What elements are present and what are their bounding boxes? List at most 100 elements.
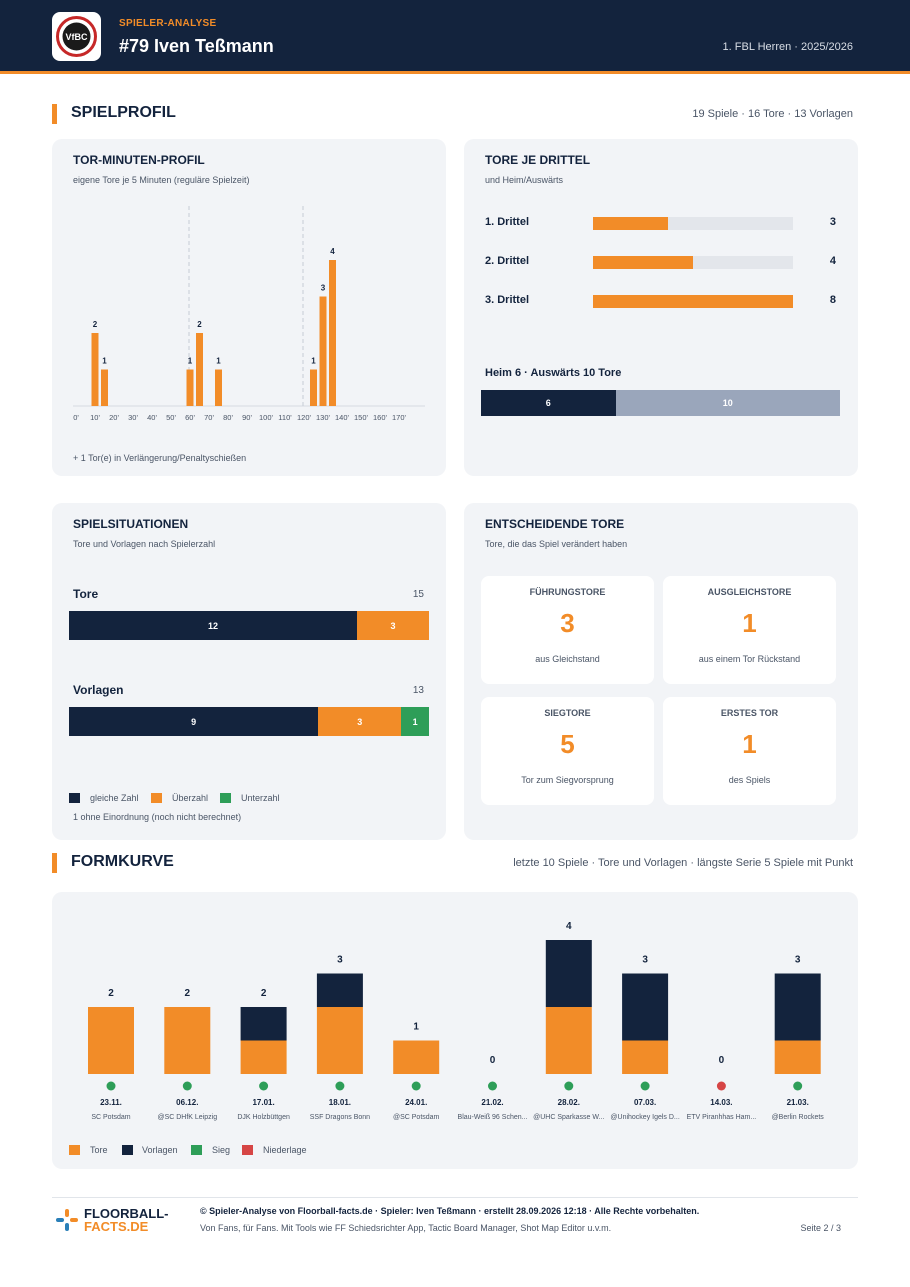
- match-opponent: Blau-Weiß 96 Schen...: [458, 1114, 528, 1121]
- minute-bar: [91, 333, 99, 406]
- period-bar-fill: [593, 217, 668, 230]
- home-away-label: Heim 6 · Auswärts 10 Tore: [485, 367, 622, 379]
- match-opponent: @UHC Sparkasse W...: [533, 1114, 604, 1121]
- result-dot-sieg: [106, 1081, 116, 1091]
- form-bar-vorlagen: [622, 973, 669, 1041]
- period-label: 3. Drittel: [485, 294, 530, 306]
- card-title: TORE JE DRITTEL: [485, 153, 591, 167]
- period-bar-track: [593, 295, 793, 308]
- match-date: 18.01.: [329, 1098, 351, 1107]
- minute-bar-label: 2: [93, 320, 98, 329]
- form-bar-total: 0: [490, 1055, 496, 1066]
- period-bar-track: [593, 217, 793, 230]
- result-dot-sieg: [182, 1081, 192, 1091]
- situation-label: Vorlagen: [73, 683, 124, 697]
- legend-label-unter: Unterzahl: [241, 793, 280, 803]
- tick-label: 160': [373, 413, 388, 422]
- form-bar-total: 3: [642, 955, 648, 966]
- segment-gleiche-zahl: 9: [69, 707, 319, 736]
- section-title-spielprofil: SPIELPROFIL: [71, 104, 176, 121]
- match-date: 07.03.: [634, 1098, 656, 1107]
- tick-label: 20': [109, 413, 119, 422]
- stat-label: ERSTES TOR: [720, 708, 779, 718]
- footer-page-number: Seite 2 / 3: [800, 1223, 841, 1233]
- form-bar-total: 0: [719, 1055, 725, 1066]
- result-dot-sieg: [335, 1081, 345, 1091]
- stat-label: AUSGLEICHSTORE: [707, 587, 792, 597]
- legend-label-gleich: gleiche Zahl: [90, 793, 139, 803]
- card-spielsituationen: SPIELSITUATIONEN Tore und Vorlagen nach …: [52, 503, 446, 840]
- footer-brand[interactable]: FLOORBALL- FACTS.DE: [56, 1207, 186, 1235]
- legend-swatch-vorlagen: [122, 1145, 133, 1155]
- stat-value: 1: [742, 729, 757, 759]
- card-title: SPIELSITUATIONEN: [73, 517, 189, 531]
- stat-ausgleichstore: AUSGLEICHSTORE 1 aus einem Tor Rückstand: [663, 576, 836, 684]
- card-tor-minuten-profil: TOR-MINUTEN-PROFIL eigene Tore je 5 Minu…: [52, 139, 446, 476]
- minute-bar: [329, 260, 336, 406]
- stat-erstes-tor: ERSTES TOR 1 des Spiels: [663, 697, 836, 805]
- section-accent: [52, 853, 57, 873]
- legend-label-tore: Tore: [90, 1145, 108, 1155]
- svg-text:VfBC: VfBC: [66, 32, 88, 42]
- stat-fuehrungstore: FÜHRUNGSTORE 3 aus Gleichstand: [481, 576, 654, 684]
- stat-sub: aus einem Tor Rückstand: [698, 654, 801, 664]
- tick-label: 80': [223, 413, 233, 422]
- match-opponent: DJK Holzbüttgen: [237, 1114, 290, 1121]
- away-segment: 10: [615, 390, 840, 416]
- result-dot-sieg: [640, 1081, 650, 1091]
- form-bar-tore: [545, 1007, 592, 1074]
- tick-label: 90': [242, 413, 252, 422]
- tick-label: 50': [166, 413, 176, 422]
- result-dot-sieg: [488, 1081, 497, 1091]
- result-dot-sieg: [793, 1081, 803, 1091]
- match-opponent: @SC DHfK Leipzig: [157, 1114, 217, 1121]
- minute-bar: [101, 369, 108, 406]
- minute-bar: [310, 369, 317, 406]
- form-bar-total: 3: [795, 955, 801, 966]
- player-name: #79 Iven Teßmann: [119, 36, 274, 56]
- section-accent: [52, 104, 57, 124]
- minute-bar-label: 4: [330, 247, 335, 256]
- situation-label: Tore: [73, 587, 99, 601]
- form-curve-chart: 2 23.11. SC Potsdam 2 06.12. @SC DHfK Leipzig…: [88, 921, 824, 1121]
- card-title: ENTSCHEIDENDE TORE: [485, 517, 625, 531]
- card-subtitle: eigene Tore je 5 Minuten (reguläre Spiel…: [73, 175, 250, 185]
- period-value: 3: [829, 216, 836, 228]
- stat-sub: des Spiels: [728, 775, 771, 785]
- match-opponent: SSF Dragons Bonn: [310, 1114, 370, 1121]
- brand-line-2: FACTS.DE: [84, 1219, 149, 1234]
- result-dot-sieg: [259, 1081, 269, 1091]
- tick-label: 130': [316, 413, 331, 422]
- card-subtitle: Tore, die das Spiel verändert haben: [485, 539, 628, 549]
- form-bar-tore: [88, 1007, 134, 1074]
- legend-label-vorlagen: Vorlagen: [142, 1145, 178, 1155]
- stat-value: 3: [560, 608, 575, 638]
- card-subtitle: Tore und Vorlagen nach Spielerzahl: [73, 539, 216, 549]
- minute-bar: [319, 296, 327, 406]
- period-value: 4: [829, 255, 836, 267]
- legend-label-sieg: Sieg: [212, 1145, 231, 1155]
- card-title: TOR-MINUTEN-PROFIL: [73, 153, 205, 167]
- overtime-note: + 1 Tor(e) in Verlängerung/Penaltyschieß…: [73, 453, 247, 463]
- period-value: 8: [829, 294, 836, 306]
- minute-bar: [196, 333, 203, 406]
- legend-label-niederlage: Niederlage: [263, 1145, 307, 1155]
- tick-label: 150': [354, 413, 369, 422]
- period-label: 2. Drittel: [485, 255, 530, 267]
- segment-ueberzahl: 3: [357, 611, 429, 640]
- match-opponent: @Unihockey Igels D...: [610, 1114, 679, 1121]
- card-formkurve: 2 23.11. SC Potsdam 2 06.12. @SC DHfK Leipzig…: [52, 892, 858, 1169]
- stat-sub: Tor zum Siegvorsprung: [521, 775, 614, 785]
- form-bar-tore: [316, 1007, 363, 1074]
- segment-ueberzahl: 3: [318, 707, 402, 736]
- situation-total: 13: [412, 685, 424, 696]
- form-bar-tore: [164, 1007, 211, 1074]
- legend-swatch-tore: [69, 1145, 80, 1155]
- form-bar-vorlagen: [316, 973, 363, 1007]
- minute-bar-label: 2: [197, 320, 202, 329]
- period-bar-track: [593, 256, 793, 269]
- footer-tagline: Von Fans, für Fans. Mit Tools wie FF Sch…: [200, 1223, 612, 1233]
- minute-bar-label: 1: [311, 357, 316, 366]
- match-date: 21.03.: [787, 1098, 809, 1107]
